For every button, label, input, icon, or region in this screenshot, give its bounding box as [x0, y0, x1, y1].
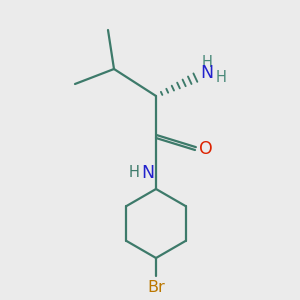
Text: N: N — [200, 64, 214, 82]
Text: H: H — [202, 55, 212, 70]
Text: N: N — [141, 164, 154, 182]
Text: Br: Br — [147, 280, 165, 296]
Text: H: H — [216, 70, 226, 85]
Text: O: O — [200, 140, 213, 158]
Text: H: H — [129, 165, 140, 180]
